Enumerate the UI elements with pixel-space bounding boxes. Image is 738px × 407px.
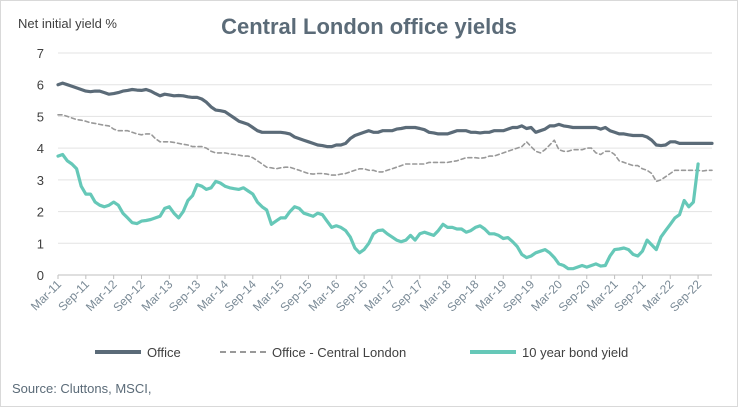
y-tick-label: 1 [37,236,44,251]
chart-title: Central London office yields [221,14,517,39]
legend-swatch-bond-yield [470,350,516,354]
legend: Office Office - Central London 10 year b… [0,340,738,364]
y-tick-label: 6 [37,78,44,93]
series-line-office-central-london [57,114,713,183]
legend-item-office-central-london: Office - Central London [220,340,406,364]
series-line-office [56,81,714,149]
y-tick-label: 0 [37,268,44,283]
legend-swatch-office [95,350,141,354]
legend-label-office-central-london: Office - Central London [272,344,407,360]
series-line-10-year-bond-yield [56,152,700,271]
y-tick-label: 7 [37,46,44,61]
line-chart: 01234567Mar-11Sep-11Mar-12Sep-12Mar-13Se… [28,46,714,314]
y-tick-label: 4 [37,141,44,156]
source-note: Source: Cluttons, MSCI, [12,381,152,396]
legend-label-office: Office [147,344,181,360]
y-axis-label: Net initial yield % [18,16,117,31]
legend-swatch-office-central-london [220,351,266,353]
y-tick-label: 5 [37,109,44,124]
y-tick-label: 2 [37,205,44,220]
legend-item-office: Office [95,340,181,364]
y-tick-label: 3 [37,173,44,188]
x-tick-label: Sep-22 [667,277,704,314]
legend-label-bond-yield: 10 year bond yield [522,344,629,360]
legend-item-bond-yield: 10 year bond yield [470,340,628,364]
